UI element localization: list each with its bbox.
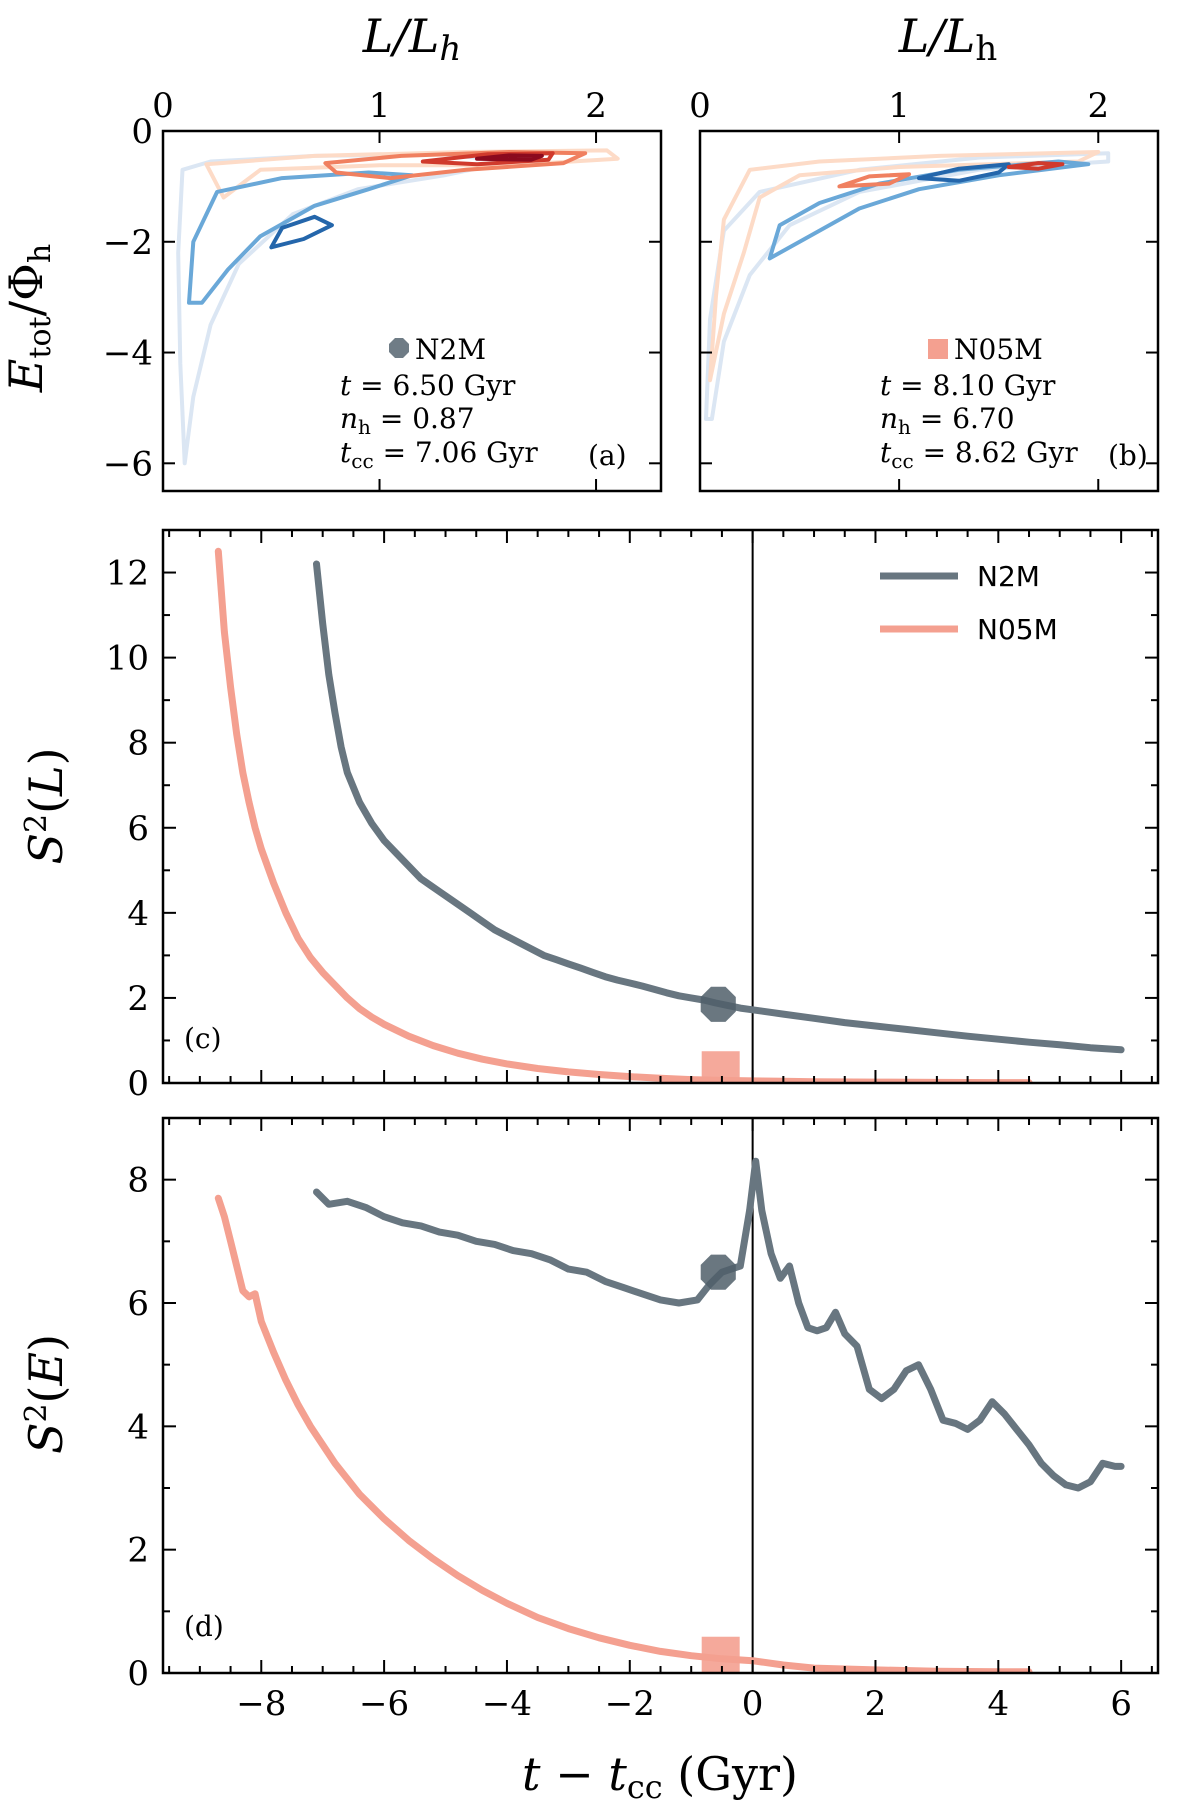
marker-n05m — [701, 1051, 740, 1083]
panel-b-annot-tcc: tcc = 8.62 Gyr — [880, 436, 1078, 473]
panel-a-label: (a) — [588, 439, 627, 472]
marker-n05m — [701, 1636, 740, 1673]
panel-d-label: (d) — [184, 1610, 224, 1643]
panel-c-legend: N2M N05M — [880, 560, 1058, 646]
y-tick-label: 8 — [127, 1161, 149, 1201]
series-line-n2m — [313, 1157, 1125, 1492]
contour-level-4 — [420, 151, 555, 167]
panel-c-ylabel: S2(L) — [19, 747, 73, 864]
x-tick-label: 2 — [1087, 86, 1109, 126]
panel-b-frame — [698, 129, 1160, 493]
y-tick-label: 0 — [127, 1064, 149, 1104]
panel-a-legend: N2M — [389, 333, 486, 366]
panel-b: 0 1 2 L/Lh N05M t = 8.10 Gyr nh = 6.70 tcc… — [689, 9, 1160, 493]
contour-level-2 — [187, 170, 414, 305]
panel-b-legend: N05M — [928, 333, 1043, 366]
panel-b-ticks: 0 1 2 — [689, 86, 1158, 491]
panel-d-ticks: −8 −6 −4 −2 0 2 4 6 0 2 4 6 8 — [127, 1118, 1158, 1724]
x-tick-label: 0 — [742, 1684, 764, 1724]
y-tick-label: 6 — [127, 809, 149, 849]
series-line-n05m — [214, 1194, 1033, 1673]
marker-n2m — [700, 1254, 736, 1290]
panel-b-annot-nh: nh = 6.70 — [880, 402, 1015, 439]
panel-c-label: (c) — [184, 1022, 222, 1055]
panel-b-contours — [704, 150, 1111, 421]
contour-level-4 — [917, 162, 1011, 183]
panel-a-xlabel: L/Lh — [362, 9, 462, 69]
x-tick-label: 1 — [369, 86, 391, 126]
x-tick-label: 0 — [689, 86, 711, 126]
contour-level-6 — [475, 153, 544, 162]
x-tick-label: 2 — [585, 86, 607, 126]
x-tick-label: 0 — [152, 86, 174, 126]
panel-a: 0 1 2 0 −2 −4 −6 L/Lh Etot/Φh N2M t = 6.50 Gyr… — [0, 9, 663, 493]
panel-a-ticks: 0 1 2 0 −2 −4 −6 — [103, 86, 661, 491]
contour-level-1 — [708, 150, 1101, 383]
panel-c-ticks: 0 2 4 6 8 10 12 — [106, 530, 1158, 1104]
y-tick-label: 0 — [131, 112, 153, 152]
y-tick-label: −6 — [103, 444, 153, 484]
panel-a-annot-nh: nh = 0.87 — [340, 402, 475, 439]
panel-d-frame — [161, 1116, 1160, 1675]
y-tick-label: −2 — [103, 223, 153, 263]
y-tick-label: 2 — [127, 1531, 149, 1571]
contour-level-2 — [767, 159, 1091, 261]
y-tick-label: 6 — [127, 1284, 149, 1324]
panel-a-frame — [161, 129, 663, 493]
legend-label-b: N05M — [954, 333, 1043, 366]
y-tick-label: 4 — [127, 894, 149, 934]
y-tick-label: 0 — [127, 1654, 149, 1694]
y-tick-label: 2 — [127, 979, 149, 1019]
panel-a-annot-t: t = 6.50 Gyr — [340, 369, 516, 402]
legend-octagon-marker-a — [389, 338, 409, 358]
contour-level-5 — [269, 214, 334, 250]
contour-level-3 — [837, 172, 912, 189]
panel-d-plot — [214, 1118, 1125, 1673]
legend-label-a: N2M — [415, 333, 486, 366]
x-tick-label: 4 — [987, 1684, 1009, 1724]
contour-level-5 — [1006, 161, 1065, 171]
x-tick-label: 6 — [1110, 1684, 1132, 1724]
panel-d-ylabel: S2(E) — [19, 1334, 73, 1454]
panel-a-ylabel: Etot/Φh — [0, 244, 58, 393]
marker-n2m — [700, 986, 736, 1022]
legend-text-n05m: N05M — [977, 613, 1058, 646]
x-tick-label: −2 — [605, 1684, 655, 1724]
y-tick-label: 8 — [127, 724, 149, 764]
panel-a-annot-tcc: tcc = 7.06 Gyr — [340, 436, 538, 473]
x-tick-label: 1 — [888, 86, 910, 126]
y-tick-label: 10 — [106, 639, 149, 679]
y-tick-label: −4 — [103, 334, 153, 374]
x-tick-label: −6 — [359, 1684, 409, 1724]
panel-b-label: (b) — [1108, 439, 1148, 472]
legend-square-marker-b — [928, 339, 948, 359]
panel-d-xlabel: t − tcc (Gyr) — [522, 1747, 798, 1806]
panel-b-annot-t: t = 8.10 Gyr — [880, 369, 1056, 402]
x-tick-label: 2 — [865, 1684, 887, 1724]
x-tick-label: −4 — [482, 1684, 532, 1724]
y-tick-label: 12 — [106, 554, 149, 594]
series-line-n2m — [313, 560, 1125, 1054]
y-tick-label: 4 — [127, 1407, 149, 1447]
panel-b-xlabel: L/Lh — [898, 9, 998, 69]
panel-a-contours — [176, 148, 620, 466]
legend-text-n2m: N2M — [977, 560, 1040, 593]
panel-c: 0 2 4 6 8 10 12 S2(L) N2M N05M (c) — [19, 528, 1160, 1104]
contour-level-0 — [704, 151, 1111, 421]
contour-level-3 — [323, 150, 588, 181]
panel-d: −8 −6 −4 −2 0 2 4 6 0 2 4 6 8 S2(E) t − tcc (Gyr) (d… — [19, 1116, 1160, 1806]
x-tick-label: −8 — [236, 1684, 286, 1724]
